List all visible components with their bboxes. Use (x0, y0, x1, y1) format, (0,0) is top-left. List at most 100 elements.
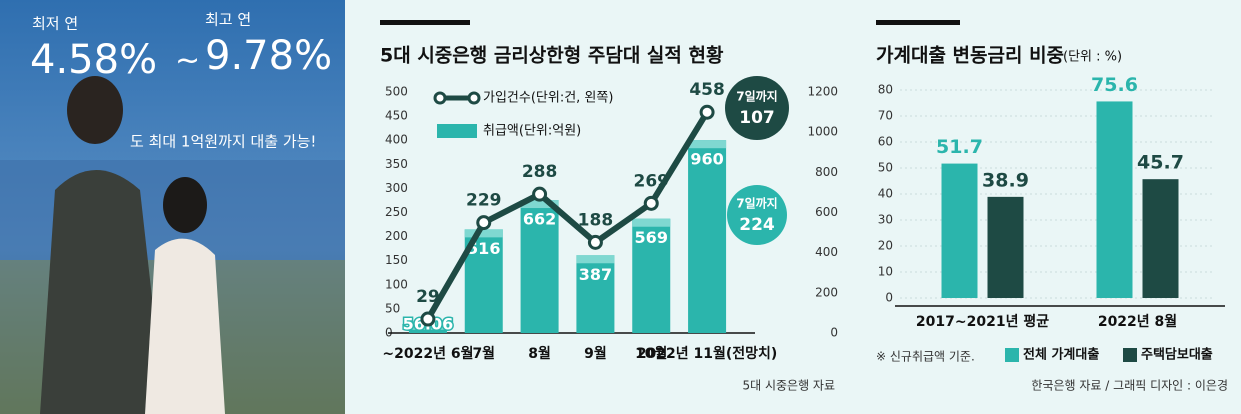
legend-label: 전체 가계대출 (1023, 347, 1099, 363)
bar-shine (520, 200, 559, 209)
chart-subtitle: (단위 : %) (1063, 50, 1122, 65)
bar-value-label: 516 (467, 239, 500, 258)
legend-swatch (467, 91, 481, 105)
x-tick-label: 2017~2021년 평균 (916, 313, 1049, 330)
annotation-text: 7일까지 (736, 89, 777, 104)
line-value-label: 288 (522, 162, 558, 182)
bar-shine (464, 229, 503, 238)
y-tick-label: 80 (878, 83, 893, 97)
chart-panel (345, 0, 1241, 414)
bar (520, 200, 559, 333)
y2-tick-label: 0 (830, 326, 838, 340)
x-tick-label: 8월 (528, 345, 551, 362)
person-body (40, 170, 165, 414)
line-point (699, 104, 715, 120)
y-tick-label: 250 (385, 205, 408, 219)
bar (576, 255, 615, 333)
line-point (420, 311, 436, 327)
chart-title: 가계대출 변동금리 비중 (876, 45, 1064, 67)
legend-swatch (1123, 348, 1137, 362)
bar (1142, 179, 1179, 298)
bar-value-label: 387 (579, 265, 612, 284)
bar-shine (688, 140, 727, 149)
x-tick-label: 2022년 8월 (1098, 313, 1177, 330)
chart-title: 5대 시중은행 금리상한형 주담대 실적 현황 (380, 44, 724, 67)
line-point (476, 215, 492, 231)
bar-value-label: 75.6 (1091, 74, 1138, 96)
bar-value-label: 662 (523, 210, 556, 229)
x-tick-label: 9월 (584, 345, 607, 362)
person-body (145, 238, 225, 414)
person-head (163, 177, 207, 233)
line-value-label: 29 (416, 287, 440, 307)
legend-swatch (437, 124, 477, 138)
bar-value-label: 960 (690, 150, 723, 169)
y-tick-label: 20 (878, 239, 893, 253)
bar-value-label: 51.7 (936, 136, 983, 158)
x-tick-label: ~2022년 6월 (382, 345, 473, 362)
y-tick-label: 50 (878, 161, 893, 175)
bar (1096, 101, 1133, 298)
y-tick-label: 400 (385, 133, 408, 147)
person-head (67, 76, 123, 144)
bar-shine (632, 218, 671, 227)
y-tick-label: 40 (878, 187, 893, 201)
title-bar (380, 20, 470, 25)
y-tick-label: 150 (385, 253, 408, 267)
source: 5대 시중은행 자료 (742, 378, 835, 393)
line-value-label: 229 (466, 191, 502, 211)
line-value-label: 458 (689, 80, 725, 100)
legend-label: 주택담보대출 (1141, 347, 1213, 363)
line-value-label: 269 (634, 171, 670, 191)
line-point (587, 234, 603, 250)
annotation-value: 107 (739, 108, 775, 128)
y-tick-label: 300 (385, 181, 408, 195)
photo-text: 최저 연 (32, 15, 78, 33)
photo-text: 도 최대 1억원까지 대출 가능! (130, 133, 316, 151)
annotation-value: 224 (739, 215, 775, 235)
y-tick-label: 70 (878, 109, 893, 123)
legend-label: 가입건수(단위:건, 왼쪽) (483, 91, 613, 106)
line-point (532, 186, 548, 202)
y-tick-label: 30 (878, 213, 893, 227)
bar-value-label: 569 (635, 228, 668, 247)
y2-tick-label: 1000 (807, 125, 838, 139)
bar (941, 163, 978, 298)
photo-text: 최고 연 (205, 11, 251, 29)
bar (987, 196, 1024, 298)
y-tick-label: 450 (385, 109, 408, 123)
bar-value-label: 38.9 (982, 169, 1029, 191)
legend-swatch (1005, 348, 1019, 362)
x-tick-label: 10월 (635, 345, 667, 362)
bar-value-label: 45.7 (1137, 152, 1184, 174)
bar (688, 140, 727, 333)
bar (632, 218, 671, 333)
x-tick-label: 7월 (472, 345, 495, 362)
legend-swatch (433, 91, 447, 105)
y-tick-label: 50 (385, 301, 400, 315)
note: ※ 신규취급액 기준. (876, 350, 975, 364)
photo-text: ~ (175, 44, 200, 79)
photo-text: 9.78% (205, 33, 332, 79)
line-value-label: 188 (578, 210, 614, 230)
y2-tick-label: 400 (815, 245, 838, 259)
y2-tick-label: 800 (815, 165, 838, 179)
y-tick-label: 10 (878, 265, 893, 279)
bar-shine (576, 255, 615, 264)
legend-label: 취급액(단위:억원) (483, 124, 581, 139)
line (425, 110, 710, 321)
y-tick-label: 0 (885, 291, 893, 305)
annotation-badge (727, 185, 787, 245)
source: 한국은행 자료 / 그래픽 디자인 : 이은경 (1031, 378, 1228, 393)
photo-text: 4.58% (30, 37, 157, 83)
y2-tick-label: 200 (815, 285, 838, 299)
line-point (643, 195, 659, 211)
annotation-text: 7일까지 (736, 196, 777, 211)
y-tick-label: 350 (385, 157, 408, 171)
y-tick-label: 500 (385, 85, 408, 99)
x-tick-label: 2022년 11월(전망치) (637, 345, 778, 362)
title-bar (876, 20, 960, 25)
y2-tick-label: 1200 (807, 85, 838, 99)
annotation-badge (725, 76, 789, 140)
